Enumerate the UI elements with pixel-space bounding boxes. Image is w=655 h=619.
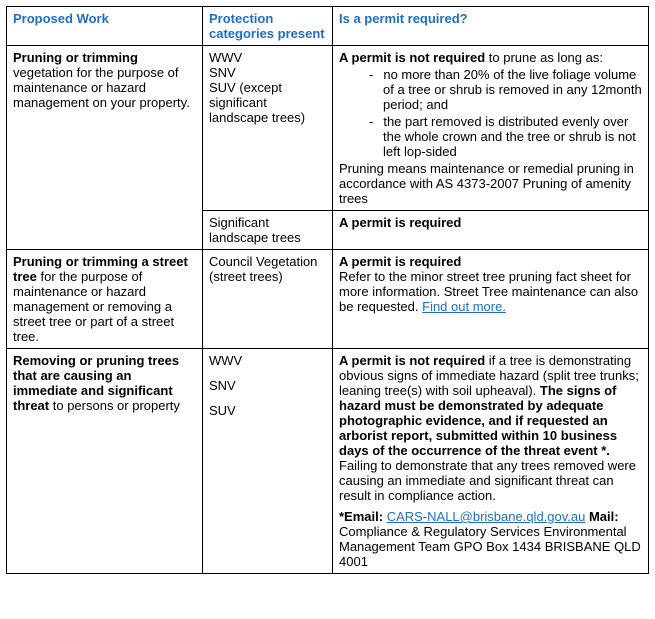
row-pruning-trimming: Pruning or trimming vegetation for the p… (7, 46, 649, 211)
header-protection-categories: Protection categories present (203, 7, 333, 46)
bullet-item: no more than 20% of the live foliage vol… (369, 67, 642, 112)
footer-mail-label: Mail: (585, 509, 618, 524)
cat-line: SNV (209, 65, 326, 80)
row-immediate-threat: Removing or pruning trees that are causi… (7, 349, 649, 574)
permit-footer: *Email: CARS-NALL@brisbane.qld.gov.au Ma… (339, 509, 642, 569)
permit-note: Pruning means maintenance or remedial pr… (339, 161, 642, 206)
header-row: Proposed Work Protection categories pres… (7, 7, 649, 46)
cat-line: SNV (209, 378, 326, 393)
permit-text-wrap: Refer to the minor street tree pruning f… (339, 269, 642, 314)
work-rest: to persons or property (49, 398, 180, 413)
permit-para2: Failing to demonstrate that any trees re… (339, 458, 642, 503)
footer-mail-text: Compliance & Regulatory Services Environ… (339, 524, 641, 569)
footer-email-label: *Email: (339, 509, 387, 524)
find-out-more-link[interactable]: Find out more. (422, 299, 506, 314)
cell-permit-pruning: A permit is not required to prune as lon… (333, 46, 649, 211)
permit-para1: A permit is not required if a tree is de… (339, 353, 642, 458)
cell-permit-threat: A permit is not required if a tree is de… (333, 349, 649, 574)
work-bold: Pruning or trimming (13, 50, 138, 65)
cell-work-street: Pruning or trimming a street tree for th… (7, 250, 203, 349)
work-rest: vegetation for the purpose of maintenanc… (13, 65, 190, 110)
cell-permit-sig-trees: A permit is required (333, 211, 649, 250)
cell-cat-pruning: WWV SNV SUV (except significant landscap… (203, 46, 333, 211)
row-street-tree: Pruning or trimming a street tree for th… (7, 250, 649, 349)
footer-email-link[interactable]: CARS-NALL@brisbane.qld.gov.au (387, 509, 586, 524)
permit-bullets: no more than 20% of the live foliage vol… (339, 67, 642, 159)
cell-permit-street: A permit is required Refer to the minor … (333, 250, 649, 349)
cat-line: SUV (209, 403, 326, 418)
work-rest: for the purpose of maintenance or hazard… (13, 269, 174, 344)
cell-work-pruning: Pruning or trimming vegetation for the p… (7, 46, 203, 250)
permit-bold1: A permit is not required (339, 353, 485, 368)
cat-line: Council Vegetation (street trees) (209, 254, 326, 284)
permit-after: to prune as long as: (485, 50, 603, 65)
cell-cat-threat: WWV SNV SUV (203, 349, 333, 574)
header-permit-required: Is a permit required? (333, 7, 649, 46)
bullet-item: the part removed is distributed evenly o… (369, 114, 642, 159)
permit-bold: A permit is required (339, 215, 461, 230)
cat-line: SUV (except significant landscape trees) (209, 80, 326, 125)
cell-work-threat: Removing or pruning trees that are causi… (7, 349, 203, 574)
header-proposed-work: Proposed Work (7, 7, 203, 46)
permit-table: Proposed Work Protection categories pres… (6, 6, 649, 574)
cat-line: WWV (209, 50, 326, 65)
permit-lead: A permit is not required to prune as lon… (339, 50, 642, 65)
cell-cat-street: Council Vegetation (street trees) (203, 250, 333, 349)
cat-line: WWV (209, 353, 326, 368)
permit-bold: A permit is required (339, 254, 642, 269)
cell-cat-sig-trees: Significant landscape trees (203, 211, 333, 250)
permit-bold: A permit is not required (339, 50, 485, 65)
